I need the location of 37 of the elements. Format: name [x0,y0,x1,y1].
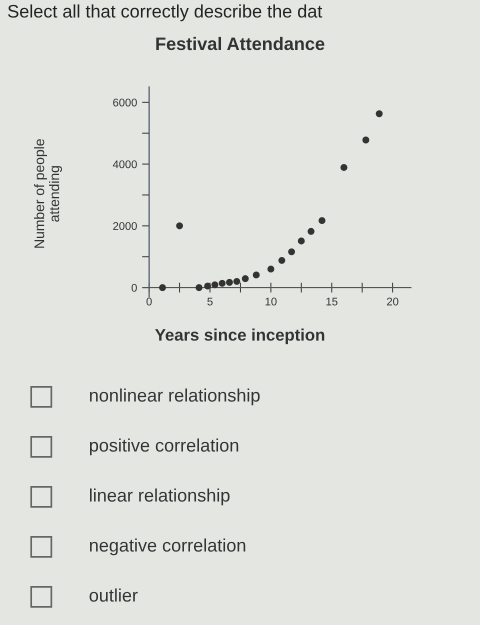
y-tick-label: 6000 [113,98,137,106]
chart-title: Festival Attendance [156,36,324,50]
point [204,282,212,290]
text: negative correlation [90,538,246,556]
x-tick-label: 0 [146,298,152,306]
x-tick-label: 20 [387,298,398,306]
text: nonlinear relationship [90,388,260,406]
x-tick-label: 5 [207,298,213,306]
text: positive correlation [90,438,238,456]
point [278,256,286,264]
point [318,217,326,224]
x-tick-label: 15 [326,298,338,306]
point [176,222,184,230]
x-tick-label: 10 [266,298,277,306]
text: linear relationship [90,488,230,506]
point [196,284,203,292]
point [298,238,305,244]
point [340,164,348,171]
point [362,136,370,144]
point [242,275,249,282]
point [226,278,233,286]
point [308,228,315,235]
x-axis-title: Years since inception [155,328,324,344]
point [252,271,260,278]
point [376,110,383,118]
point [218,280,226,287]
point [267,266,274,273]
point [211,281,218,288]
point [159,284,166,292]
point [288,248,296,256]
y-tick-label: 4000 [112,160,137,168]
y-axis-title: Number of people attending [34,139,62,248]
point [233,278,240,285]
y-tick-label: 2000 [113,222,137,230]
y-tick-label: 0 [132,284,137,292]
text: outlier [90,588,138,602]
text: Select all that correctly describe the dat [8,4,322,22]
